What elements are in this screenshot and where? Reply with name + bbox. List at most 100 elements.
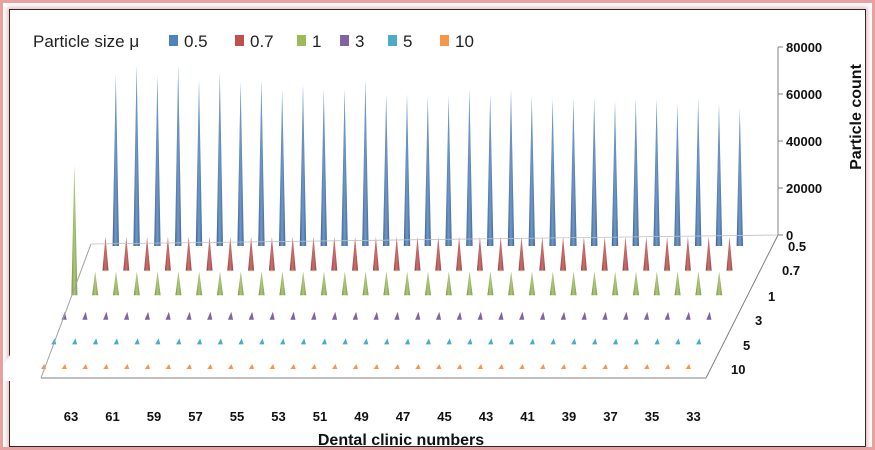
spike-mark <box>228 364 234 369</box>
spike-mark <box>103 364 109 369</box>
spike-mark <box>165 311 171 320</box>
spike-mark <box>311 364 317 369</box>
legend-swatch <box>340 35 349 46</box>
particle-count-3d-chart: 0 20000 40000 60000 80000 Particle count 0.5 0.… <box>3 32 865 447</box>
spike-mark <box>415 364 421 369</box>
spike-mark <box>92 338 98 345</box>
spike-mark <box>144 364 151 369</box>
spike-shade <box>71 165 78 296</box>
spike-mark <box>571 338 577 345</box>
x-tick-label: 33 <box>686 409 700 424</box>
spike-shade <box>133 271 140 296</box>
spike-mark <box>654 338 660 345</box>
spike-shade <box>518 236 525 271</box>
spike-mark <box>61 364 67 369</box>
spike-shade <box>154 75 161 246</box>
spike-mark <box>123 311 130 320</box>
spike-shade <box>497 236 504 271</box>
spike-shade <box>289 236 296 271</box>
spike-shade <box>154 271 161 296</box>
legend-entry-label: 10 <box>455 32 474 51</box>
spike-shade <box>164 236 171 271</box>
spike-shade <box>705 236 712 271</box>
legend-title: Particle size μ <box>33 32 139 51</box>
legend-entry-label: 0.5 <box>184 32 208 51</box>
spike-mark <box>415 311 421 320</box>
spike-shade <box>487 94 494 246</box>
spike-shade <box>300 271 307 296</box>
spike-mark <box>207 311 213 320</box>
x-tick-label: 55 <box>230 409 244 424</box>
x-tick-label: 61 <box>105 409 119 424</box>
spike-shade <box>299 84 307 246</box>
spike-mark <box>124 364 130 369</box>
spike-mark <box>72 338 78 345</box>
spike-shade <box>674 103 681 246</box>
chart-spikes <box>40 65 743 369</box>
spike-mark <box>394 311 400 320</box>
spike-mark <box>196 338 202 345</box>
spike-mark <box>560 311 566 320</box>
spike-mark <box>290 311 296 320</box>
spike-mark <box>446 338 452 345</box>
spike-mark <box>519 364 525 369</box>
spike-shade <box>310 236 317 271</box>
spike-shade <box>216 72 223 246</box>
spike-shade <box>633 271 639 296</box>
spike-mark <box>467 338 473 345</box>
spike-shade <box>716 271 723 296</box>
spike-shade <box>195 79 203 246</box>
spike-shade <box>185 236 192 271</box>
spike-shade <box>217 271 223 296</box>
spike-mark <box>581 311 587 320</box>
legend-swatch <box>297 35 306 46</box>
x-tick-label: 51 <box>313 409 327 424</box>
spike-shade <box>113 271 119 296</box>
spike-shade <box>466 89 473 246</box>
spike-shade <box>331 236 338 271</box>
spike-mark <box>550 338 556 345</box>
spike-shade <box>445 271 452 296</box>
depth-tick-label: 5 <box>743 338 750 353</box>
x-tick-label: 47 <box>396 409 410 424</box>
spike-mark <box>394 364 400 369</box>
x-tick-label: 49 <box>354 409 368 424</box>
spike-shade <box>684 236 691 271</box>
legend-swatch <box>440 35 449 46</box>
spike-shade <box>227 236 234 271</box>
spike-shade <box>529 271 535 296</box>
legend-entry-label: 1 <box>312 32 321 51</box>
spike-shade <box>279 89 286 246</box>
spike-mark <box>664 364 671 369</box>
spike-mark <box>675 338 681 345</box>
legend-entry-label: 0.7 <box>250 32 274 51</box>
spike-shade <box>695 98 702 246</box>
x-tick-label: 45 <box>437 409 451 424</box>
spike-mark <box>331 311 338 320</box>
floor-plane <box>3 240 760 381</box>
spike-shade <box>549 98 556 246</box>
y-tick-label: 80000 <box>786 40 822 55</box>
spike-mark <box>51 338 57 345</box>
spike-shade <box>362 271 369 296</box>
chart-axes: 0 20000 40000 60000 80000 Particle count 0.5 0.… <box>40 40 865 447</box>
spike-shade <box>715 103 723 246</box>
spike-shade <box>175 271 182 296</box>
spike-mark <box>259 338 265 345</box>
spike-shade <box>456 236 463 271</box>
spike-shade <box>507 89 515 246</box>
spike-shade <box>196 271 203 296</box>
y-tick-label: 0 <box>786 228 793 243</box>
spike-mark <box>644 364 650 369</box>
spike-mark <box>592 338 598 345</box>
spike-shade <box>653 271 660 296</box>
spike-mark <box>290 364 296 369</box>
spike-shade <box>268 236 275 271</box>
spike-mark <box>706 311 712 320</box>
spike-mark <box>363 338 369 345</box>
spike-shade <box>508 271 515 296</box>
spike-mark <box>540 364 546 369</box>
x-tick-label: 57 <box>188 409 202 424</box>
spike-mark <box>269 364 275 369</box>
spike-shade <box>133 65 140 246</box>
